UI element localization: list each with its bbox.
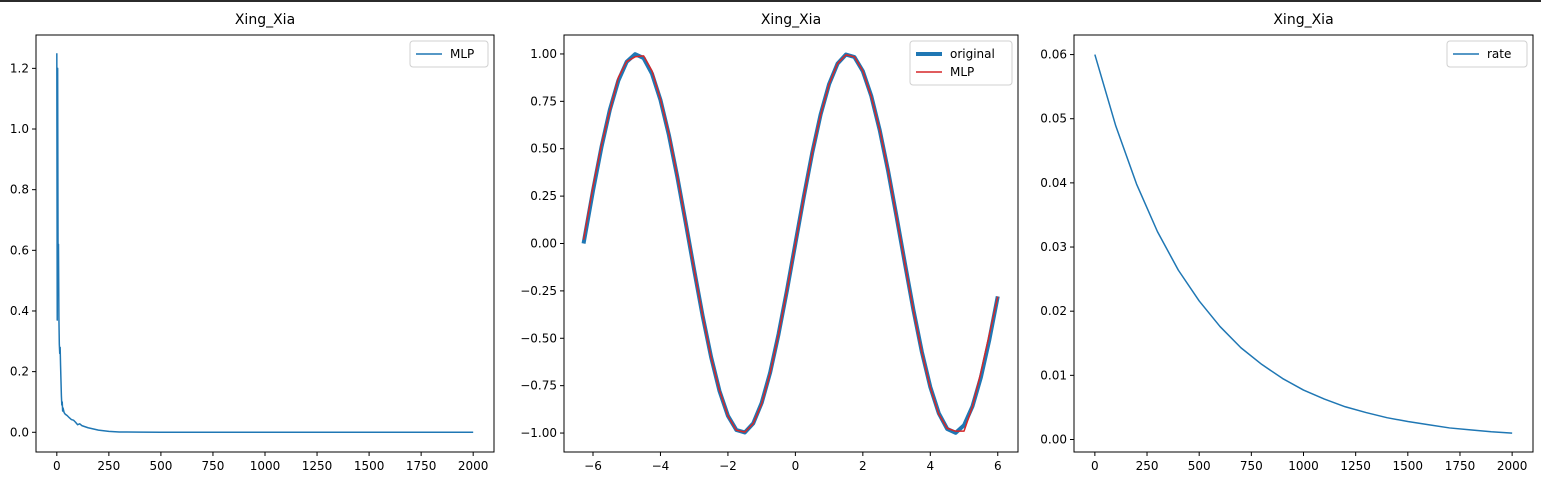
chart-title: Xing_Xia (235, 12, 295, 28)
y-tick-label: 0.01 (1040, 368, 1067, 382)
y-tick-label: 0.02 (1040, 304, 1067, 318)
x-tick-label: 6 (994, 459, 1002, 473)
series-line-mlp (582, 54, 999, 433)
panel-rate: Xing_Xia 0 250 500 750 1000 1250 1500 1750 2000 0.… (1040, 12, 1534, 473)
x-tick-label: 250 (97, 459, 120, 473)
y-tick-label: 0.04 (1040, 176, 1067, 190)
y-tick-label: 0.0 (10, 425, 29, 439)
x-tick-label: 1500 (354, 459, 385, 473)
y-tick-label: 1.2 (10, 61, 29, 75)
legend-label: original (950, 47, 995, 61)
y-tick-label: −0.50 (520, 331, 557, 345)
x-tick-label: 500 (149, 459, 172, 473)
y-tick-label: 0.03 (1040, 240, 1067, 254)
y-tick-label: −0.25 (520, 284, 557, 298)
axes-frame (1073, 34, 1534, 453)
legend: rate (1446, 40, 1528, 68)
y-tick-label: 0.00 (1040, 432, 1067, 446)
x-tick-label: 1250 (302, 459, 333, 473)
series-line-mlp (56, 53, 474, 434)
x-tick-label: 1250 (1340, 459, 1371, 473)
x-tick-label: −6 (584, 459, 602, 473)
legend-box (409, 40, 489, 68)
x-tick-label: 2 (859, 459, 867, 473)
x-tick-label: 250 (1136, 459, 1159, 473)
legend-box (1446, 40, 1528, 68)
window-top-border (0, 0, 1541, 2)
x-tick-label: 2000 (1497, 459, 1528, 473)
y-tick-label: 0.2 (10, 365, 29, 379)
y-tick-label: 0.75 (530, 94, 557, 108)
y-tick-label: 1.00 (530, 47, 557, 61)
x-tick-label: 1000 (1288, 459, 1319, 473)
x-tick-label: 0 (792, 459, 800, 473)
chart-title: Xing_Xia (761, 12, 821, 28)
y-tick-label: 1.0 (10, 122, 29, 136)
x-tick-label: 750 (202, 459, 225, 473)
y-tick-label: 0.4 (10, 304, 29, 318)
x-tick-label: 0 (1091, 459, 1099, 473)
legend-label: MLP (450, 47, 474, 61)
legend: original MLP (909, 40, 1013, 86)
axes-frame (563, 34, 1019, 453)
y-tick-label: −0.75 (520, 379, 557, 393)
x-tick-label: 4 (926, 459, 934, 473)
x-tick-label: −4 (652, 459, 670, 473)
y-tick-label: −1.00 (520, 426, 557, 440)
x-tick-label: 1500 (1393, 459, 1424, 473)
x-tick-label: 500 (1188, 459, 1211, 473)
panel-loss: Xing_Xia 0 250 500 750 1000 1250 1500 1750 2000 0.… (10, 12, 495, 473)
x-tick-label: 0 (53, 459, 61, 473)
x-tick-label: −2 (719, 459, 737, 473)
x-tick-label: 1750 (1445, 459, 1476, 473)
legend-label: MLP (950, 65, 974, 79)
legend-label: rate (1487, 47, 1511, 61)
series-line-original (581, 52, 1000, 435)
y-tick-label: 0.05 (1040, 112, 1067, 126)
axes-frame (35, 34, 495, 453)
chart-title: Xing_Xia (1273, 12, 1333, 28)
x-tick-label: 1000 (250, 459, 281, 473)
x-tick-label: 1750 (406, 459, 437, 473)
y-tick-label: 0.50 (530, 142, 557, 156)
y-tick-label: 0.06 (1040, 48, 1067, 62)
panel-fit: Xing_Xia −6 −4 −2 0 2 4 6 −1.00 −0.75 −0.50 −0.25 0.… (520, 12, 1019, 473)
y-tick-label: 0.00 (530, 237, 557, 251)
x-tick-label: 750 (1240, 459, 1263, 473)
y-tick-label: 0.8 (10, 183, 29, 197)
y-tick-label: 0.25 (530, 189, 557, 203)
legend: MLP (409, 40, 489, 68)
x-tick-label: 2000 (458, 459, 489, 473)
series-line-rate (1094, 54, 1513, 434)
y-tick-label: 0.6 (10, 243, 29, 257)
